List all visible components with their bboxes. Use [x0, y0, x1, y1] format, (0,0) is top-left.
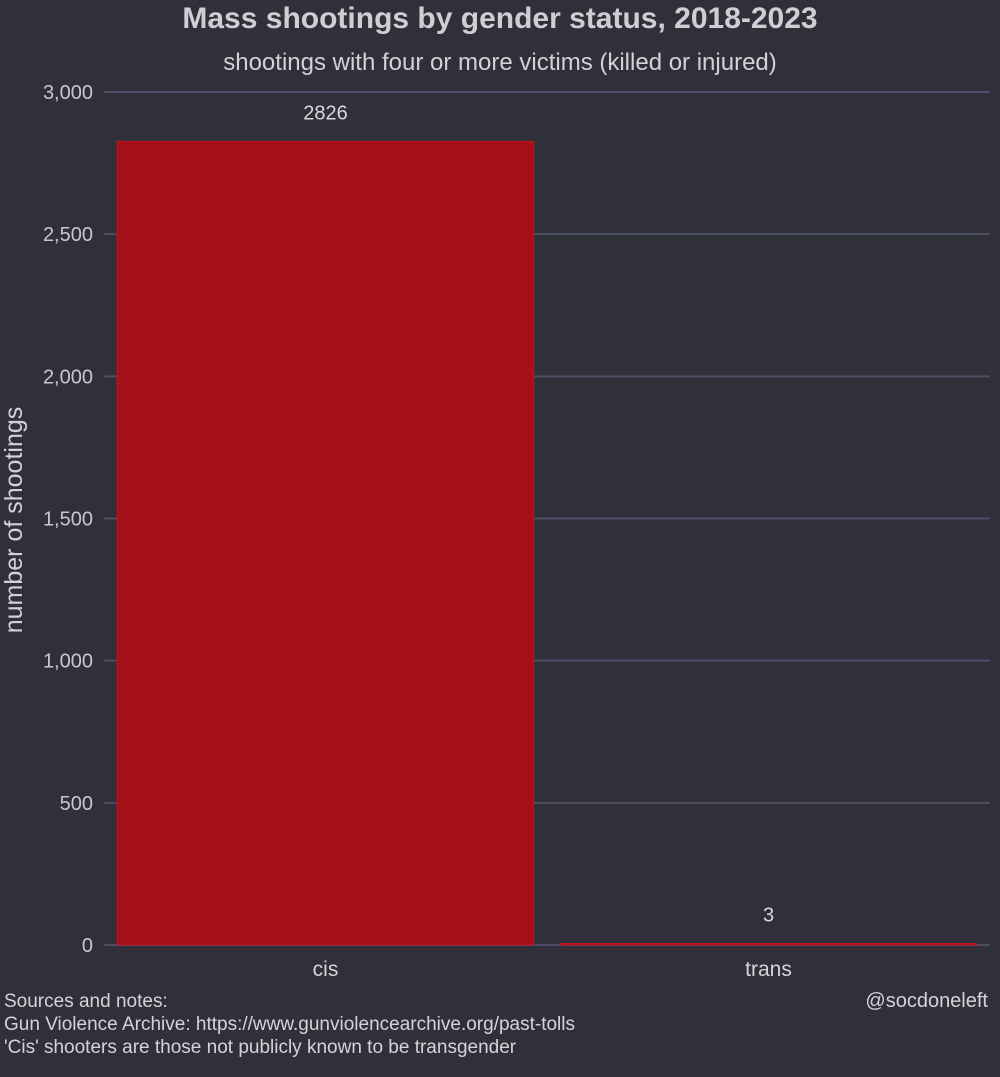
y-axis-label: number of shootings	[0, 407, 28, 634]
chart-subtitle: shootings with four or more victims (kil…	[223, 49, 777, 76]
y-axis-ticks: 0 500 1,000 1,500 2,000 2,500 3,000	[43, 82, 93, 957]
x-category-label: trans	[745, 958, 792, 981]
cis-definition-note: 'Cis' shooters are those not publicly kn…	[4, 1037, 517, 1058]
bar-chart: 0 500 1,000 1,500 2,000 2,500 3,000 2826 3 cis t…	[0, 82, 990, 981]
y-tick-label: 0	[82, 935, 93, 957]
y-tick-label: 1,500	[43, 509, 93, 531]
notes-heading: Sources and notes:	[4, 991, 168, 1012]
x-category-label: cis	[313, 958, 339, 981]
author-credit: @socdoneleft	[865, 990, 988, 1012]
data-label-cis: 2826	[303, 102, 348, 124]
bar-cis	[116, 140, 535, 946]
y-tick-label: 2,000	[43, 366, 93, 388]
sources-notes: Sources and notes: Gun Violence Archive:…	[4, 990, 575, 1059]
y-tick-label: 2,500	[43, 224, 93, 246]
chart-title: Mass shootings by gender status, 2018-20…	[182, 2, 818, 35]
x-axis-categories: cis trans	[313, 958, 792, 981]
y-tick-label: 500	[60, 793, 93, 815]
data-label-trans: 3	[763, 905, 774, 927]
y-tick-label: 1,000	[43, 651, 93, 673]
bar-trans	[559, 943, 978, 946]
y-tick-label: 3,000	[43, 82, 93, 104]
data-labels: 2826 3	[303, 102, 774, 926]
bars	[116, 140, 978, 946]
source-link-text: Gun Violence Archive: https://www.gunvio…	[4, 1014, 576, 1035]
